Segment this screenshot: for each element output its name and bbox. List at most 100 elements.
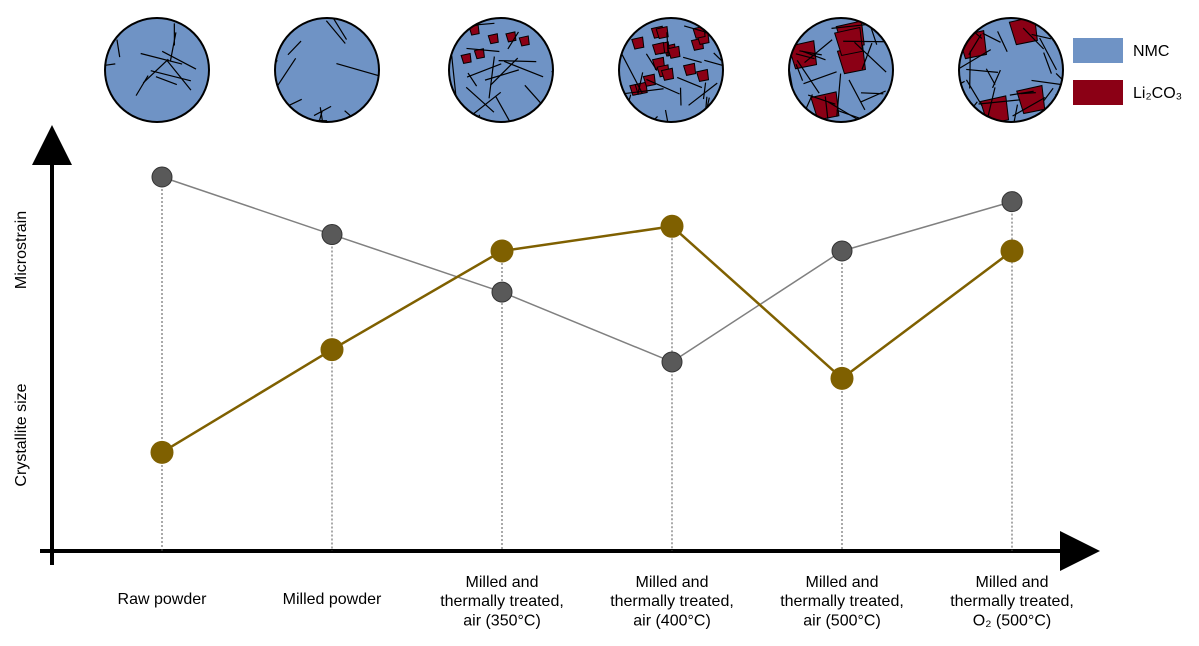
- grain-boundary: [827, 101, 862, 122]
- data-point: [1001, 191, 1023, 213]
- grain-boundary: [836, 73, 842, 117]
- grain-boundary: [1043, 87, 1054, 101]
- grain-boundary: [150, 70, 192, 82]
- grain-boundary: [161, 50, 197, 70]
- grain-boundary: [484, 69, 519, 81]
- grain-boundary: [1020, 92, 1036, 95]
- data-point: [150, 440, 174, 464]
- grain-boundary: [1055, 94, 1063, 122]
- series-line: [161, 224, 1013, 454]
- particle-outline: [788, 17, 894, 123]
- data-point: [320, 338, 344, 362]
- particle-outline: [274, 17, 380, 123]
- axis-label: Microstrain: [13, 211, 30, 289]
- grain-boundary: [992, 69, 1001, 89]
- grain-boundary: [664, 109, 670, 122]
- grain-boundary: [968, 33, 982, 56]
- grain-boundary: [1012, 97, 1046, 117]
- grain-boundary: [796, 60, 820, 94]
- grain-boundary: [116, 39, 121, 58]
- grain-boundary: [290, 18, 306, 24]
- grain-boundary: [807, 94, 836, 105]
- data-point: [831, 240, 853, 262]
- grain-boundary: [966, 68, 999, 73]
- grain-boundary: [1055, 73, 1063, 95]
- grain-boundary: [1065, 28, 1068, 56]
- grain-boundary: [332, 18, 348, 40]
- legend-label: NMC: [1133, 43, 1169, 60]
- grain-boundary: [646, 78, 680, 95]
- grain-boundary: [860, 90, 886, 103]
- grain-boundary: [959, 49, 992, 73]
- legend-swatch: [1073, 38, 1123, 63]
- particle: [275, 18, 379, 122]
- grain-illustration: [274, 17, 380, 123]
- x-tick-label: Milled and thermally treated, air (350°C): [440, 574, 564, 629]
- grain-boundary: [451, 55, 457, 101]
- grain-boundary: [721, 81, 723, 105]
- data-point: [660, 214, 684, 238]
- li2co3-grain: [487, 33, 499, 45]
- particle-outline: [448, 17, 554, 123]
- x-tick-label: Raw powder: [118, 591, 208, 608]
- grain-boundary: [848, 79, 866, 111]
- grain-boundary: [470, 114, 481, 122]
- grain-boundary: [551, 70, 553, 76]
- grain-boundary: [121, 123, 125, 145]
- axis-label: Crystallite size: [13, 383, 30, 486]
- grain-boundary: [313, 110, 323, 122]
- grain-boundary: [969, 50, 971, 89]
- grain-illustration: [618, 17, 724, 123]
- grain-boundary: [959, 18, 983, 39]
- grain-boundary: [795, 53, 815, 60]
- data-point: [490, 239, 514, 263]
- grain-boundary: [142, 58, 169, 84]
- grain-boundary: [688, 82, 718, 106]
- grain-boundary: [155, 76, 178, 86]
- grain-boundary: [619, 18, 635, 38]
- grain-boundary: [704, 59, 723, 67]
- grain-boundary: [803, 71, 837, 85]
- grain-boundary: [712, 119, 723, 122]
- grain-boundary: [465, 86, 495, 113]
- grain-boundary: [1031, 33, 1052, 40]
- x-tick-label: Milled powder: [283, 591, 382, 608]
- grain-boundary: [507, 31, 519, 50]
- grain-boundary: [287, 40, 302, 56]
- grain-boundary: [1043, 52, 1052, 74]
- grain-illustration: [788, 17, 894, 123]
- grain-boundary: [498, 60, 537, 63]
- grain-boundary: [275, 31, 276, 61]
- li2co3-grain: [789, 40, 818, 70]
- grain-boundary: [831, 23, 871, 29]
- grain-illustration: [958, 17, 1068, 123]
- grain-boundary: [982, 32, 1001, 43]
- data-point: [151, 166, 173, 188]
- grain-illustration: [448, 17, 554, 123]
- grain-boundary: [166, 59, 192, 91]
- data-point: [491, 281, 513, 303]
- grain-boundary: [622, 88, 664, 95]
- grain-boundary: [495, 95, 518, 122]
- data-point: [830, 366, 854, 390]
- grain-boundary: [985, 68, 996, 85]
- grain-boundary: [965, 79, 983, 107]
- x-tick-label: Milled and thermally treated, air (500°C): [780, 574, 904, 629]
- grain-boundary: [135, 75, 149, 96]
- grain-boundary: [466, 47, 500, 53]
- grain-boundary: [978, 99, 1021, 105]
- grain-boundary: [804, 39, 833, 64]
- grain-boundary: [637, 72, 644, 94]
- grain-boundary: [843, 40, 888, 43]
- grain-boundary: [466, 63, 502, 78]
- legend-label: Li₂CO₃: [1133, 85, 1182, 102]
- grain-boundary: [325, 20, 346, 44]
- grain-boundary: [140, 52, 183, 65]
- data-point: [661, 351, 683, 373]
- grain-boundary: [795, 63, 804, 81]
- grain-boundary: [467, 72, 478, 87]
- li2co3-grain: [631, 36, 645, 50]
- grain-boundary: [645, 53, 658, 71]
- grain-boundary: [854, 41, 887, 73]
- grain-boundary: [682, 56, 702, 64]
